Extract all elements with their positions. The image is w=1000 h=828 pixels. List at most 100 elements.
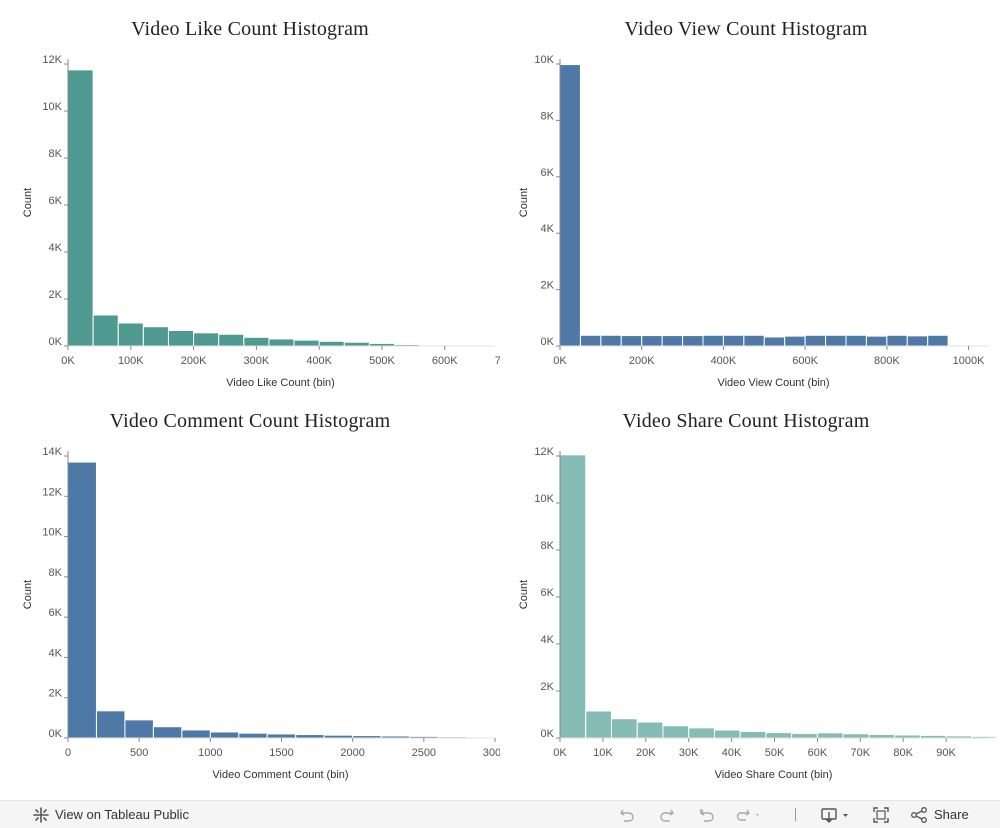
revert-button[interactable] [698, 801, 716, 828]
x-tick-label: 0K [553, 355, 567, 367]
x-tick-label: 10K [593, 747, 613, 759]
y-tick-label: 8K [541, 540, 555, 552]
y-tick-label: 10K [42, 527, 62, 539]
histogram-bar [723, 335, 743, 346]
tableau-toolbar: View on Tableau Public [0, 800, 1000, 828]
y-tick-label: 0K [49, 336, 63, 348]
histogram-bar [344, 342, 369, 346]
histogram-bar [766, 733, 792, 738]
y-tick-label: 6K [49, 607, 63, 619]
histogram-bar [714, 730, 740, 738]
share-button[interactable]: Share [910, 801, 969, 828]
y-tick-label: 2K [49, 688, 63, 700]
download-button[interactable] [820, 801, 852, 828]
fullscreen-button[interactable] [872, 801, 890, 828]
y-tick-label: 6K [541, 587, 555, 599]
histogram-bar [764, 337, 784, 346]
histogram-bar [928, 335, 948, 346]
histogram-bar [689, 728, 715, 738]
x-tick-label: 400K [711, 355, 737, 367]
undo-button[interactable] [618, 801, 636, 828]
y-tick-label: 2K [541, 681, 555, 693]
histogram-bar [817, 733, 843, 738]
y-tick-label: 14K [42, 446, 62, 458]
view-on-tableau-public-link[interactable]: View on Tableau Public [32, 801, 189, 828]
histogram-bar [244, 337, 269, 346]
tableau-logo-icon [32, 806, 50, 824]
histogram-bar [826, 335, 846, 346]
y-tick-label: 4K [541, 634, 555, 646]
y-tick-label: 8K [49, 148, 63, 160]
y-tick-label: 10K [534, 54, 554, 66]
y-tick-label: 10K [534, 493, 554, 505]
histogram-bar [611, 719, 637, 738]
x-tick-label: 800K [874, 355, 900, 367]
histogram-bar [642, 336, 662, 346]
toolbar-divider [795, 808, 796, 821]
x-tick-label: 500K [369, 355, 395, 367]
histogram-bar [267, 734, 295, 738]
x-tick-label: 200K [629, 355, 655, 367]
histogram-bar [580, 335, 600, 346]
histogram-bar [846, 335, 866, 346]
histogram-bar [866, 336, 886, 346]
x-tick-label: 50K [765, 747, 785, 759]
y-tick-label: 4K [49, 242, 63, 254]
x-axis-title: Video Like Count (bin) [226, 377, 335, 389]
histogram-bar [662, 336, 682, 346]
histogram-bar [319, 341, 344, 346]
share-label: Share [934, 807, 969, 822]
histogram-bar [560, 65, 580, 346]
y-tick-label: 10K [42, 101, 62, 113]
histogram-bar [683, 336, 703, 346]
histogram-bar [93, 315, 118, 346]
y-tick-label: 12K [42, 54, 62, 66]
y-tick-label: 8K [541, 110, 555, 122]
histogram-bar [792, 734, 818, 738]
x-tick-label: 20K [636, 747, 656, 759]
histogram-bar [703, 335, 723, 346]
histogram-bar [744, 335, 764, 346]
share-icon [910, 806, 928, 824]
histogram-bar [843, 734, 869, 738]
y-axis-title: Count [518, 188, 530, 217]
histogram-bar [68, 462, 96, 738]
histogram-bar [586, 711, 612, 738]
y-axis-title: Count [22, 580, 34, 609]
redo-button[interactable] [658, 801, 676, 828]
histogram-bar [239, 733, 267, 738]
histogram-bar [210, 732, 238, 738]
x-tick-label: 70K [851, 747, 871, 759]
x-tick-label: 1000K [953, 355, 985, 367]
x-tick-label: 500 [130, 747, 148, 759]
x-tick-label: 100K [118, 355, 144, 367]
histogram-bar [296, 735, 324, 738]
histogram-bar [96, 711, 124, 738]
x-tick-label: 1500 [269, 747, 293, 759]
histogram-bar [219, 334, 244, 346]
histogram-bar [805, 335, 825, 346]
y-tick-label: 4K [541, 223, 555, 235]
x-tick-label: 0K [553, 747, 567, 759]
y-tick-label: 6K [541, 167, 555, 179]
x-tick-label: 300K [244, 355, 270, 367]
x-axis-title: Video View Count (bin) [717, 377, 829, 389]
view-on-tableau-public-label: View on Tableau Public [55, 807, 189, 822]
histogram-bar [785, 336, 805, 346]
x-tick-label: 40K [722, 747, 742, 759]
x-axis-title: Video Share Count (bin) [715, 769, 833, 781]
y-tick-label: 2K [49, 289, 63, 301]
refresh-button[interactable] [734, 801, 764, 828]
x-tick-label: 400K [306, 355, 332, 367]
histogram-bar [869, 734, 895, 738]
histogram-bar [153, 727, 181, 738]
histogram-bar [621, 336, 641, 346]
histogram-bar [637, 722, 663, 738]
histogram-bar [294, 340, 319, 346]
x-tick-label: 0K [61, 355, 75, 367]
y-tick-label: 12K [534, 446, 554, 458]
